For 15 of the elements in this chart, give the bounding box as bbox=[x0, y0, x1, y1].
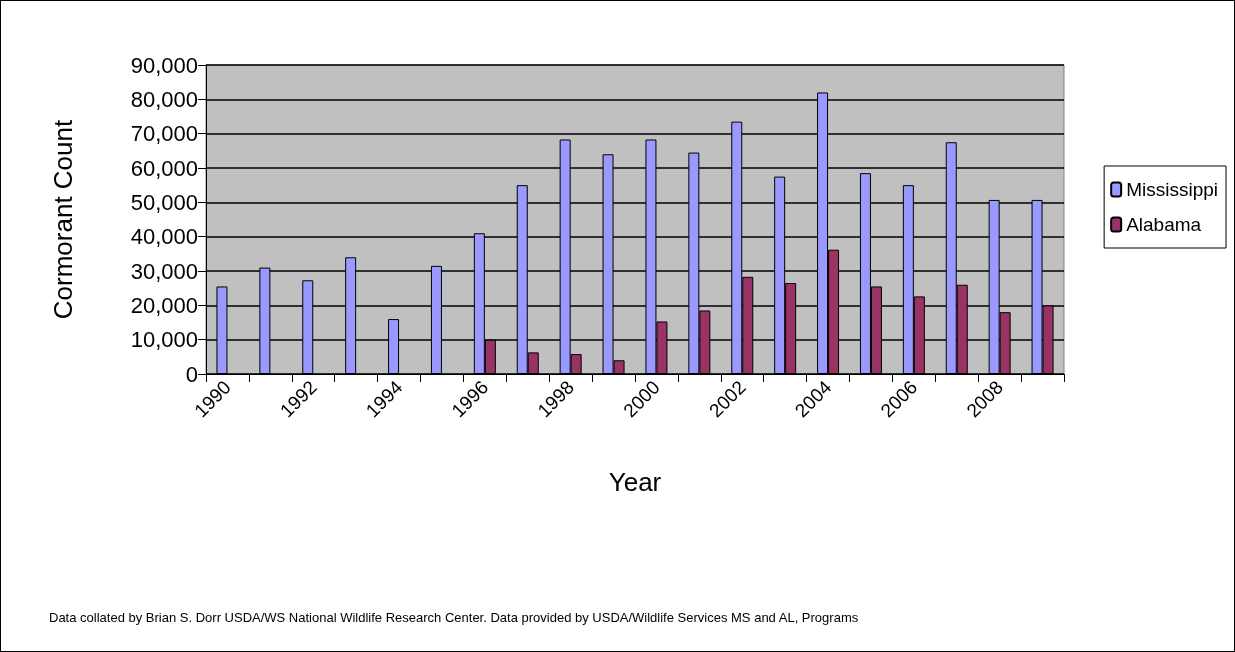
y-tick-label: 60,000 bbox=[130, 155, 198, 181]
y-axis-title: Cormorant Count bbox=[48, 119, 78, 320]
text: Data collated by Brian S. Dorr USDA/WS National Wildlife Research Center. Data provided by USDA/Wildlife Services MS and AL, Programs bbox=[49, 610, 859, 625]
y-tick-label: 40,000 bbox=[130, 224, 198, 250]
y-tick-label: 90,000 bbox=[130, 52, 198, 78]
y-tick-label: 70,000 bbox=[130, 121, 198, 147]
legend-label: Alabama bbox=[1126, 214, 1202, 235]
y-tick-label: 10,000 bbox=[130, 327, 198, 353]
y-tick-label: 30,000 bbox=[130, 258, 198, 284]
y-tick-label: 0 bbox=[185, 361, 198, 387]
legend-label: Mississippi bbox=[1126, 179, 1219, 200]
y-tick-label: 80,000 bbox=[130, 86, 198, 112]
y-tick-label: 20,000 bbox=[130, 292, 198, 318]
x-axis-title: Year bbox=[608, 467, 662, 497]
y-tick-label: 50,000 bbox=[130, 189, 198, 215]
